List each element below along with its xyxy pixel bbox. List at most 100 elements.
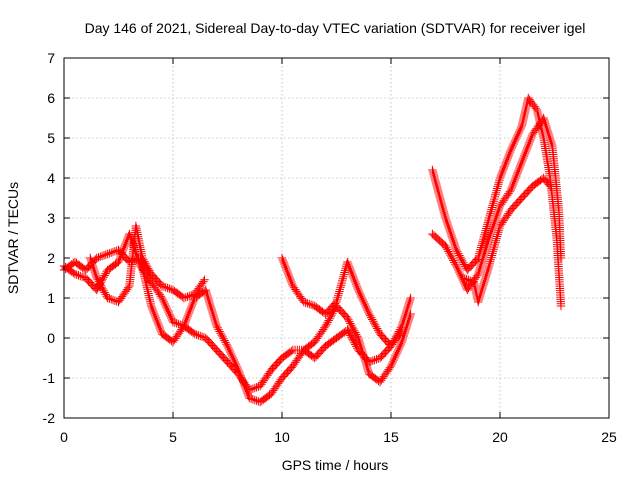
data-point-markers <box>310 343 329 363</box>
data-point-markers <box>524 93 540 113</box>
data-point-markers <box>103 293 121 306</box>
x-tick-label: 0 <box>60 429 68 445</box>
data-point-markers <box>277 346 296 363</box>
data-point-markers <box>474 235 493 279</box>
data-point-markers <box>277 363 296 383</box>
x-tick-label: 15 <box>383 429 399 445</box>
data-point-markers <box>474 215 493 263</box>
data-point-markers <box>147 269 165 289</box>
data-point-markers <box>201 285 221 329</box>
data-point-markers <box>463 255 481 275</box>
data-point-markers <box>484 203 504 243</box>
data-point-markers <box>506 195 525 215</box>
data-point-markers <box>343 257 362 293</box>
data-point-markers <box>212 345 231 365</box>
data-point-markers <box>517 183 536 203</box>
data-point-markers <box>375 363 394 387</box>
data-marks <box>59 93 566 407</box>
data-point-markers <box>266 375 285 399</box>
y-tick-label: -1 <box>43 370 56 386</box>
data-point-markers <box>201 333 220 353</box>
series-track-C <box>86 221 407 351</box>
data-point-markers <box>70 269 89 282</box>
data-point-markers <box>288 347 307 371</box>
series-track-F <box>458 173 555 307</box>
data-point-markers <box>495 187 514 211</box>
data-point-markers <box>234 365 253 401</box>
data-point-markers <box>428 229 449 249</box>
x-tick-label: 25 <box>601 429 617 445</box>
data-point-markers <box>452 245 471 273</box>
data-point-markers <box>212 321 231 349</box>
data-point-markers <box>168 317 187 330</box>
data-point-markers <box>310 323 329 347</box>
data-point-markers <box>299 338 318 355</box>
data-point-markers <box>223 341 242 373</box>
data-point-markers <box>539 133 554 181</box>
data-point-markers <box>548 141 563 213</box>
data-point-markers <box>539 173 553 189</box>
data-point-markers <box>343 325 362 353</box>
data-point-markers <box>428 165 443 197</box>
y-tick-label: 2 <box>47 250 55 266</box>
data-point-markers <box>168 323 187 347</box>
y-tick-label: -2 <box>43 410 56 426</box>
data-point-markers <box>299 297 318 310</box>
x-tick-label: 20 <box>492 429 508 445</box>
y-tick-label: 0 <box>47 330 55 346</box>
data-point-markers <box>495 207 514 231</box>
data-point-markers <box>554 205 566 260</box>
x-tick-label: 5 <box>169 429 177 445</box>
data-point-marker <box>545 181 555 191</box>
data-point-markers <box>484 175 504 223</box>
y-tick-label: 4 <box>47 170 55 186</box>
data-point-markers <box>190 329 209 342</box>
data-point-markers <box>157 329 176 346</box>
y-tick-label: 1 <box>47 290 55 306</box>
data-point-markers <box>103 246 121 259</box>
data-point-markers <box>103 258 122 275</box>
data-point-markers <box>354 285 373 317</box>
data-point-markers <box>386 339 406 371</box>
chart-title: Day 146 of 2021, Sidereal Day-to-day VTE… <box>85 20 586 36</box>
data-point-markers <box>131 221 147 261</box>
data-point-markers <box>386 327 405 351</box>
data-point-markers <box>517 95 533 131</box>
x-tick-label: 10 <box>274 429 290 445</box>
data-point-markers <box>157 281 176 294</box>
data-point-markers <box>506 123 526 155</box>
data-point-markers <box>92 250 110 263</box>
data-point-markers <box>441 213 460 253</box>
data-point-marker <box>397 325 407 335</box>
data-point-markers <box>365 369 383 386</box>
x-axis-label: GPS time / hours <box>282 457 389 473</box>
data-point-markers <box>321 299 340 319</box>
axis-ticks: 0 5 10 15 20 25 -2 -1 0 1 2 3 4 5 6 7 <box>43 50 617 445</box>
data-point-markers <box>517 131 537 167</box>
data-point-markers <box>343 313 362 341</box>
data-point-markers <box>147 301 166 337</box>
data-point-marker <box>556 253 566 263</box>
data-point-markers <box>157 293 177 325</box>
data-point-marker <box>556 301 566 311</box>
series-track-B <box>59 245 415 407</box>
data-point-markers <box>256 367 275 391</box>
data-point-markers <box>354 333 373 377</box>
y-axis-label: SDTVAR / TECUs <box>5 182 21 294</box>
data-point-markers <box>495 147 515 183</box>
y-tick-label: 7 <box>47 50 55 66</box>
data-point-markers <box>138 253 155 277</box>
data-point-markers <box>256 390 274 407</box>
data-point-markers <box>92 273 111 301</box>
y-tick-label: 5 <box>47 130 55 146</box>
data-point-markers <box>434 189 450 221</box>
y-tick-label: 6 <box>47 90 55 106</box>
data-point-markers <box>506 159 526 195</box>
data-point-markers <box>474 263 493 307</box>
data-point-markers <box>458 273 477 286</box>
data-point-markers <box>114 283 133 307</box>
data-point-markers <box>441 241 460 269</box>
data-point-markers <box>539 113 556 149</box>
data-point-marker <box>406 309 415 319</box>
